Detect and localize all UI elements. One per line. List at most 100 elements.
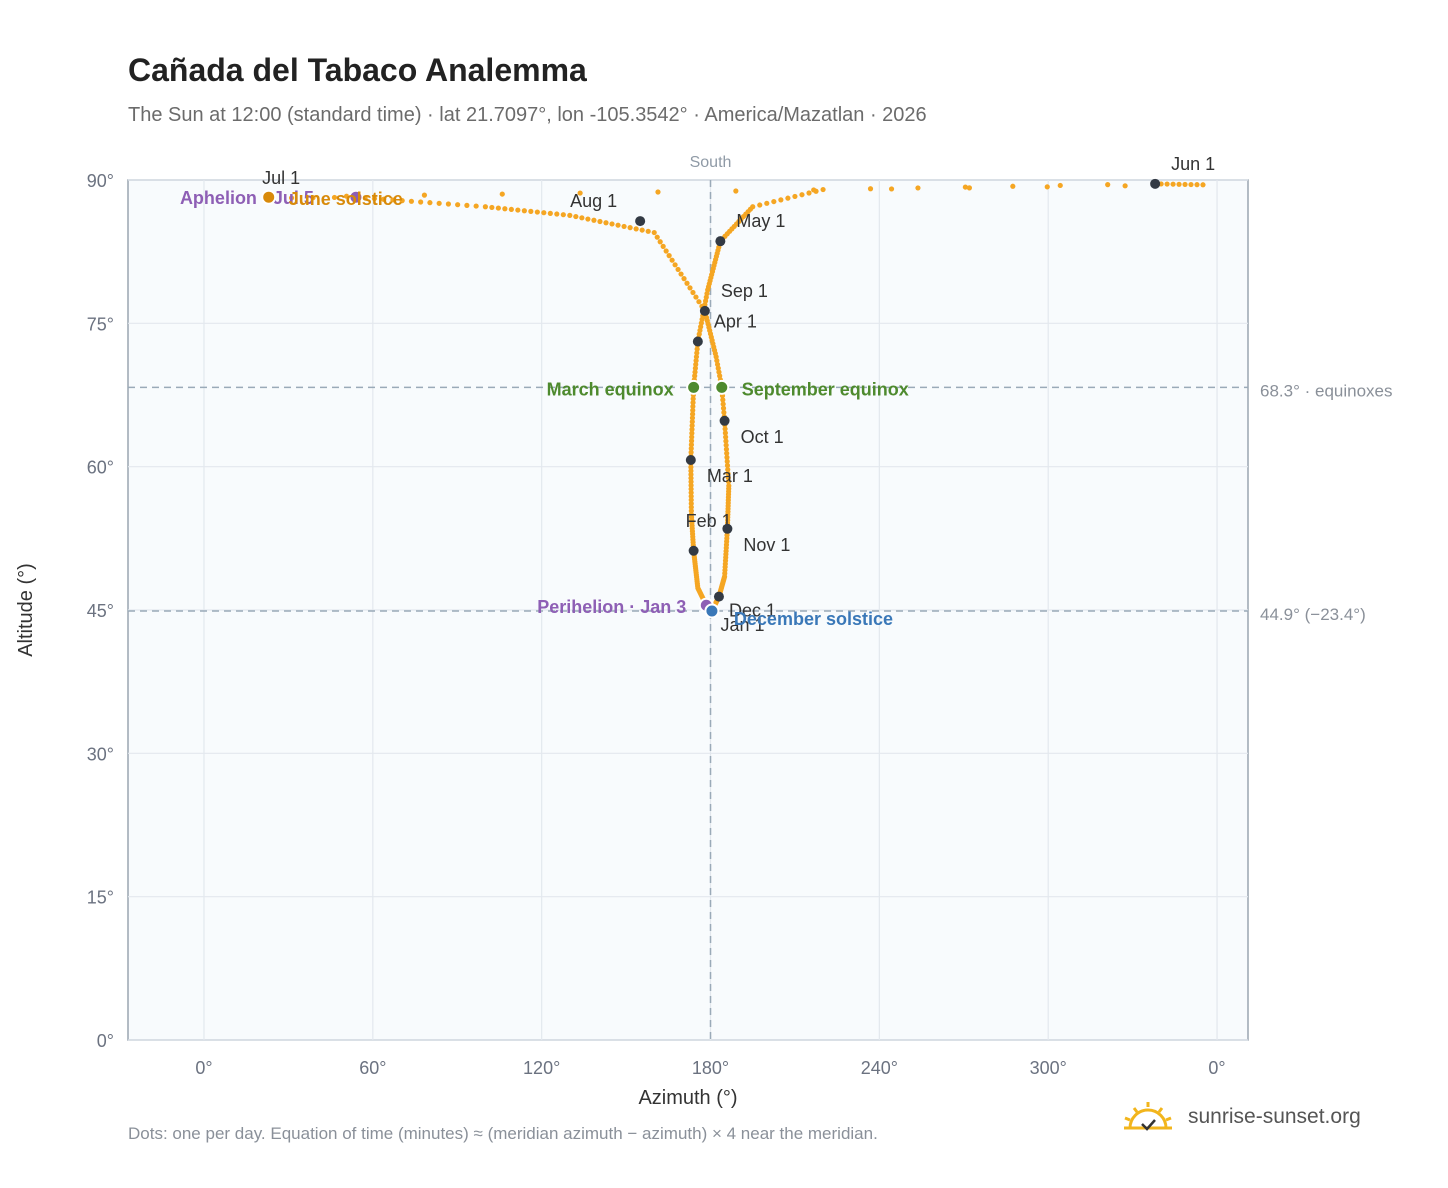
y-tick-label: 30° bbox=[87, 744, 114, 764]
footnote: Dots: one per day. Equation of time (min… bbox=[128, 1124, 878, 1143]
daily-sun-dot bbox=[688, 479, 694, 485]
daily-sun-dot bbox=[690, 400, 696, 406]
daily-sun-dot bbox=[688, 500, 694, 507]
daily-sun-dot bbox=[408, 198, 415, 204]
chart-title: Cañada del Tabaco Analemma bbox=[128, 52, 587, 88]
daily-sun-dot bbox=[724, 450, 730, 456]
month-marker-label: Dec 1 bbox=[729, 601, 776, 621]
daily-sun-dot bbox=[645, 228, 651, 234]
daily-sun-dot bbox=[1188, 181, 1194, 188]
axes: 0° 60° 120° 180° 240° 300° 0° 0° 15° 30° 45° 60° 75°… bbox=[15, 171, 1226, 1109]
daily-sun-dot bbox=[663, 248, 669, 254]
daily-sun-dot bbox=[764, 200, 770, 206]
month-marker-dot bbox=[1150, 178, 1161, 189]
daily-sun-dot bbox=[609, 221, 615, 227]
month-marker-dot bbox=[699, 305, 710, 316]
daily-sun-dot bbox=[455, 202, 461, 208]
daily-sun-dot bbox=[343, 193, 350, 199]
daily-sun-dot bbox=[1170, 181, 1176, 187]
daily-sun-dot bbox=[688, 486, 694, 492]
daily-sun-dot bbox=[502, 206, 508, 212]
daily-sun-dot bbox=[615, 222, 621, 228]
daily-sun-dot bbox=[799, 192, 805, 198]
daily-sun-dot bbox=[690, 289, 696, 296]
daily-sun-dot bbox=[966, 185, 973, 191]
daily-sun-dot bbox=[687, 285, 693, 291]
daily-sun-dot bbox=[688, 471, 694, 478]
daily-sun-dot bbox=[657, 239, 663, 245]
daily-sun-dot bbox=[499, 191, 505, 197]
daily-sun-dot bbox=[633, 226, 639, 232]
daily-sun-dot bbox=[696, 299, 702, 305]
daily-sun-dot bbox=[750, 204, 756, 210]
daily-sun-dot bbox=[723, 438, 729, 444]
month-marker-dot bbox=[635, 216, 646, 227]
daily-sun-dot bbox=[1057, 182, 1063, 189]
x-tick-label: 240° bbox=[861, 1058, 898, 1078]
daily-sun-dot bbox=[724, 458, 730, 465]
daily-sun-dot bbox=[688, 449, 694, 455]
month-marker-label: Feb 1 bbox=[686, 511, 732, 531]
daily-sun-dot bbox=[722, 426, 728, 432]
daily-sun-dot bbox=[681, 276, 687, 282]
daily-sun-dot bbox=[725, 479, 732, 485]
y-tick-label: 45° bbox=[87, 601, 114, 621]
event-marker-dot bbox=[261, 189, 277, 205]
daily-sun-dot bbox=[310, 195, 316, 201]
daily-sun-dot bbox=[579, 215, 585, 221]
altitude-reference-label: 44.9° (−23.4°) bbox=[1260, 605, 1366, 624]
chart-subtitle: The Sun at 12:00 (standard time) · lat 2… bbox=[128, 104, 927, 126]
event-marker-dot bbox=[704, 603, 720, 619]
x-tick-label: 60° bbox=[359, 1058, 386, 1078]
daily-sun-dot bbox=[725, 466, 731, 473]
daily-sun-dot bbox=[482, 204, 488, 210]
y-tick-label: 90° bbox=[87, 171, 114, 191]
daily-sun-dot bbox=[421, 192, 428, 198]
daily-sun-dot bbox=[688, 464, 694, 470]
daily-sun-dot bbox=[654, 234, 660, 240]
event-marker-dot bbox=[348, 189, 364, 205]
event-label: September equinox bbox=[742, 379, 909, 399]
brand-link[interactable]: sunrise-sunset.org bbox=[1122, 1100, 1361, 1134]
month-marker-label: Jan 1 bbox=[721, 615, 765, 635]
daily-sun-dot bbox=[547, 210, 553, 216]
daily-sun-dot bbox=[655, 189, 661, 195]
x-tick-label: 0° bbox=[195, 1058, 212, 1078]
daily-sun-dot bbox=[693, 361, 699, 368]
daily-sun-dot bbox=[694, 346, 700, 352]
x-tick-label: 0° bbox=[1208, 1058, 1225, 1078]
daily-sun-dot bbox=[725, 470, 731, 477]
month-marker-label: Nov 1 bbox=[743, 535, 790, 555]
daily-sun-dot bbox=[591, 217, 597, 223]
daily-sun-dot bbox=[689, 422, 695, 429]
y-tick-label: 15° bbox=[87, 888, 114, 908]
daily-sun-dot bbox=[723, 446, 730, 452]
x-axis-title: Azimuth (°) bbox=[638, 1087, 737, 1109]
daily-sun-dot bbox=[689, 426, 695, 432]
altitude-reference-label: 68.3° · equinoxes bbox=[1260, 381, 1393, 400]
daily-sun-dot bbox=[720, 397, 726, 403]
daily-sun-dot bbox=[666, 253, 672, 259]
daily-sun-dot bbox=[381, 196, 387, 202]
daily-sun-dot bbox=[288, 195, 295, 201]
daily-sun-dot bbox=[693, 354, 700, 360]
daily-sun-dot bbox=[720, 405, 727, 411]
month-marker-label: Jun 1 bbox=[1171, 154, 1215, 174]
daily-sun-dot bbox=[567, 212, 573, 218]
daily-sun-dot bbox=[1182, 181, 1188, 188]
daily-sun-dot bbox=[690, 396, 696, 402]
daily-sun-dot bbox=[390, 197, 396, 203]
daily-sun-dot bbox=[464, 202, 470, 208]
daily-sun-dot bbox=[577, 190, 583, 196]
month-marker-dot bbox=[685, 454, 696, 465]
month-marker-label: Jul 1 bbox=[262, 168, 300, 188]
daily-sun-dot bbox=[690, 407, 696, 413]
daily-sun-dot bbox=[689, 430, 695, 436]
daily-sun-dot bbox=[688, 442, 695, 448]
daily-sun-dot bbox=[689, 411, 696, 417]
daily-sun-dot bbox=[1164, 181, 1170, 187]
daily-sun-dot bbox=[1200, 182, 1206, 188]
daily-sun-dot bbox=[678, 271, 684, 277]
daily-sun-dot bbox=[1044, 184, 1050, 190]
daily-sun-dot bbox=[554, 211, 560, 217]
